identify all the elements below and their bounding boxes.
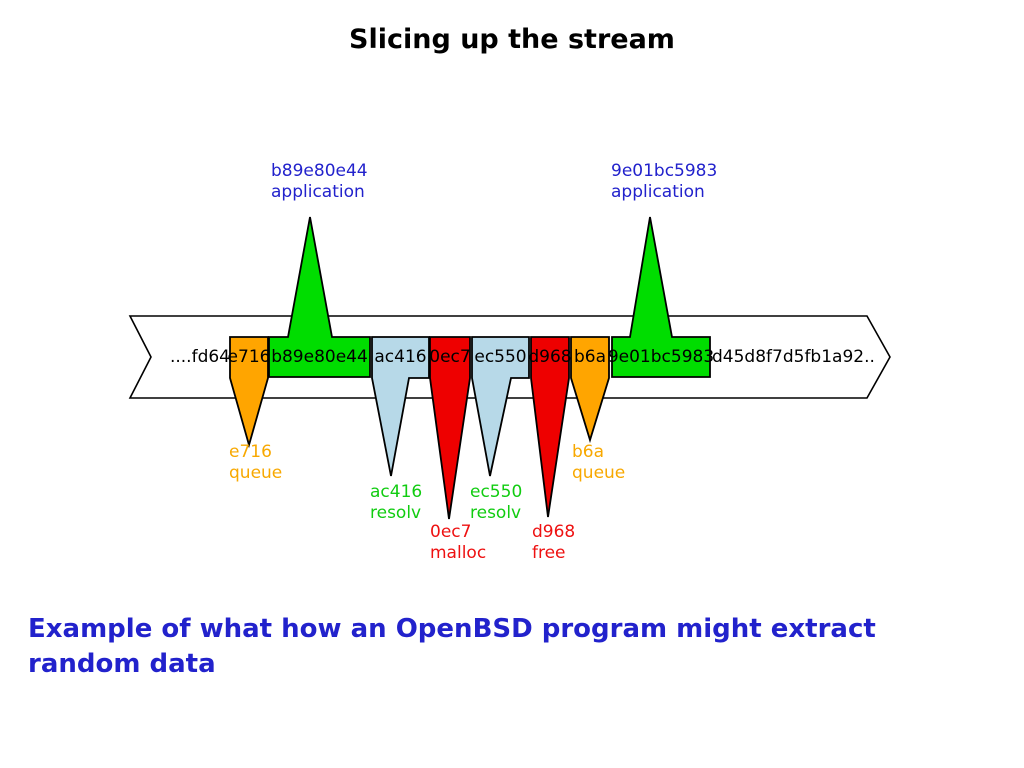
callout-kind: application (611, 182, 705, 202)
callout-value: ac416 (370, 482, 423, 502)
stream-segment-d968: d968 (528, 347, 572, 367)
queue-slice-arrow-1 (229, 336, 269, 449)
free-slice-arrow (530, 336, 570, 518)
callout-kind: application (271, 182, 365, 202)
stream-segment-0ec7: 0ec7 (429, 347, 471, 367)
callout-kind: resolv (370, 503, 422, 523)
application-slice-arrow-1 (268, 216, 371, 378)
callout-kind: free (532, 543, 566, 563)
resolv-slice-arrow-1 (371, 336, 430, 477)
callout-value: b6a (572, 442, 605, 462)
callout-value: b89e80e44 (271, 161, 368, 181)
stream-segment-b89e80e44: b89e80e44 (271, 347, 368, 367)
stream-segment-ac416: ac416 (374, 347, 427, 367)
application-slice-arrow-2 (611, 216, 711, 378)
resolv-slice-arrow-2 (471, 336, 530, 477)
slide-title: Slicing up the stream (349, 24, 675, 55)
stream-segment-e716: e716 (227, 347, 271, 367)
caption-line-1: Example of what how an OpenBSD program m… (28, 614, 876, 644)
callout-value: d968 (532, 522, 576, 542)
stream-segment-suffix: d45d8f7d5fb1a92.. (712, 347, 875, 367)
callout-application-1: b89e80e44 application (271, 161, 368, 203)
callout-resolv-1: ac416 resolv (370, 482, 422, 524)
callout-kind: queue (572, 463, 626, 483)
callout-free: d968 free (532, 522, 575, 564)
callout-kind: malloc (430, 543, 487, 563)
callout-value: 0ec7 (430, 522, 472, 542)
callout-queue-2: b6a queue (572, 442, 625, 484)
callout-resolv-2: ec550 resolv (470, 482, 522, 524)
callout-kind: resolv (470, 503, 522, 523)
callout-value: ec550 (470, 482, 523, 502)
stream-segment-9e01bc5983: 9e01bc5983 (607, 347, 715, 367)
stream-segment-b6a: b6a (573, 347, 607, 367)
callout-value: 9e01bc5983 (611, 161, 718, 181)
callout-value: e716 (229, 442, 272, 462)
callout-application-2: 9e01bc5983 application (611, 161, 717, 203)
malloc-slice-arrow (429, 336, 471, 520)
caption-line-2: random data (28, 649, 216, 679)
stream-segment-ec550: ec550 (474, 347, 527, 367)
callout-kind: queue (229, 463, 283, 483)
queue-slice-arrow-2 (570, 336, 610, 444)
slide-caption: Example of what how an OpenBSD program m… (28, 612, 876, 682)
callout-queue-1: e716 queue (229, 442, 282, 484)
callout-malloc: 0ec7 malloc (430, 522, 486, 564)
stream-segment-prefix: ....fd64 (169, 347, 230, 367)
